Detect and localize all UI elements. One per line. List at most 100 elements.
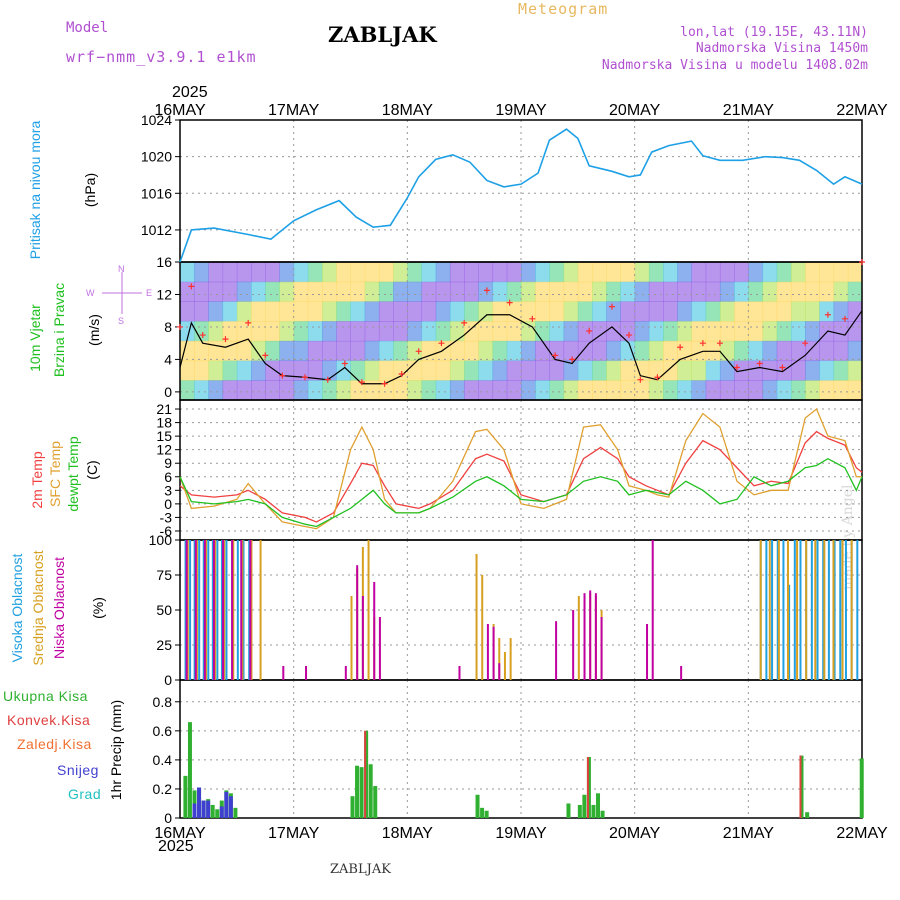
wind-barb-cell — [677, 321, 692, 342]
wind-barb-cell — [293, 301, 309, 322]
wind-gust-marker — [324, 376, 331, 383]
wind-barb-cell — [322, 321, 337, 342]
cloud-bar — [350, 596, 353, 680]
wind-barb-cell — [251, 360, 266, 381]
y-tick-label: 75 — [156, 567, 172, 583]
wind-barb-cell — [634, 262, 650, 283]
wind-barb-cell — [776, 321, 792, 342]
wind-barb-cell — [719, 262, 735, 283]
wind-barb-cell — [705, 262, 721, 283]
cloud-bar — [771, 540, 774, 680]
cloud-bar — [589, 590, 592, 680]
wind-barb-cell — [535, 262, 550, 283]
wind-barb-cell — [236, 262, 252, 283]
wind-barb-cell — [634, 281, 650, 302]
wind-barb-cell — [364, 301, 380, 322]
wind-gust-marker — [841, 315, 848, 322]
wind-barb-cell — [648, 301, 664, 322]
y-tick-label: 21 — [156, 401, 172, 417]
wind-barb-cell — [719, 301, 735, 322]
y-tick-label: 6 — [164, 469, 172, 485]
cloud-bar — [282, 666, 285, 680]
wind-barb-cell — [847, 380, 863, 401]
wind-barb-cell — [449, 281, 465, 302]
wind-barb-cell — [719, 380, 735, 401]
wind-barb-cell — [691, 380, 707, 401]
wind-barb-cell — [464, 340, 479, 362]
wind-barb-cell — [180, 262, 195, 283]
wind-gust-marker — [824, 311, 831, 318]
precip-bar — [373, 786, 378, 818]
wind-barb-cell — [790, 301, 806, 322]
wind-barb-cell — [606, 321, 621, 342]
x-tick-label-top: 16MAY — [154, 102, 206, 119]
wind-barb-cell — [251, 340, 266, 362]
cloud-bar — [844, 540, 847, 680]
wind-barb-cell — [734, 281, 749, 302]
wind-barb-cell — [535, 281, 550, 302]
wind-barb-cell — [549, 301, 565, 322]
wind-barb-cell — [236, 360, 252, 381]
wind-barb-cell — [648, 380, 664, 401]
wind-barb-cell — [336, 301, 351, 322]
precip-bar — [228, 796, 233, 818]
wind-barb-cell — [279, 360, 295, 381]
x-tick-label-bottom: 16MAY — [154, 825, 206, 842]
wind-barb-cell — [307, 262, 323, 283]
wind-gust-marker — [552, 352, 559, 359]
cloud-bar — [222, 540, 225, 680]
wind-barb-cell — [492, 321, 508, 342]
wind-barb-cell — [663, 380, 678, 401]
cloud-bar — [816, 540, 819, 680]
panel-frame — [179, 679, 863, 819]
y-tick-label: 25 — [156, 637, 172, 653]
wind-barb-cell — [648, 281, 664, 302]
wind-barb-cell — [194, 360, 209, 381]
wind-barb-cell — [691, 262, 707, 283]
cloud-bar — [600, 617, 603, 680]
wind-barb-cell — [506, 321, 522, 342]
precip-snow-label: Snijeg — [57, 762, 99, 778]
cloud-bar — [231, 540, 234, 680]
wind-barb-cell — [378, 380, 394, 401]
wind-barb-cell — [194, 301, 209, 322]
wind-barb-cell — [236, 321, 252, 342]
wind-barb-cell — [762, 380, 778, 401]
wind-barb-cell — [378, 281, 394, 302]
x-tick-label-bottom: 20MAY — [609, 825, 661, 842]
wind-barb-cell — [577, 360, 593, 381]
wind-barb-cell — [464, 321, 479, 342]
wind-barb-cell — [407, 360, 423, 381]
wind-barb-cell — [478, 301, 494, 322]
wind-barb-cell — [819, 301, 835, 322]
precip-bar — [206, 800, 211, 818]
wind-barb-cell — [577, 281, 593, 302]
wind-barb-cell — [634, 360, 650, 381]
x-tick-label-top: 17MAY — [268, 102, 320, 119]
wind-barb-cell — [236, 340, 252, 362]
precip-bar — [224, 791, 229, 818]
cloud-bar — [577, 596, 580, 680]
wind-barb-cell — [322, 360, 337, 381]
cloud-bar — [356, 565, 359, 680]
wind-barb-cell — [279, 321, 295, 342]
y-tick-label: 0 — [164, 810, 172, 826]
wind-barb-cell — [222, 321, 238, 342]
wind-barb-cell — [336, 262, 351, 283]
wind-barb-cell — [322, 281, 337, 302]
wind-barb-cell — [648, 262, 664, 283]
wind-barb-cell — [748, 262, 764, 283]
wind-barb-cell — [549, 380, 565, 401]
wind-barb-cell — [563, 380, 579, 401]
wind-barb-cell — [464, 262, 479, 283]
wind-barb-cell — [364, 321, 380, 342]
precip-bar — [480, 807, 485, 818]
meteogram-label: Meteogram — [518, 0, 609, 18]
wind-gust-marker — [438, 340, 445, 347]
wind-barb-cell — [592, 380, 607, 401]
wind-barb-cell — [222, 340, 238, 362]
wind-barb-cell — [506, 262, 522, 283]
wind-barb-cell — [364, 360, 380, 381]
wind-barb-cell — [819, 262, 835, 283]
cloud-bar — [250, 540, 253, 680]
